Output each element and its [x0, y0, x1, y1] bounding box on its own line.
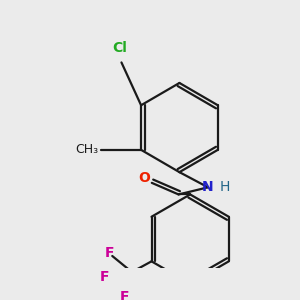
Text: CH₃: CH₃: [75, 143, 98, 156]
Text: N: N: [202, 180, 214, 194]
Text: H: H: [220, 180, 230, 194]
Text: F: F: [120, 290, 130, 300]
Text: F: F: [100, 269, 109, 284]
Text: F: F: [105, 246, 114, 260]
Text: Cl: Cl: [112, 41, 127, 55]
Text: O: O: [139, 171, 151, 185]
